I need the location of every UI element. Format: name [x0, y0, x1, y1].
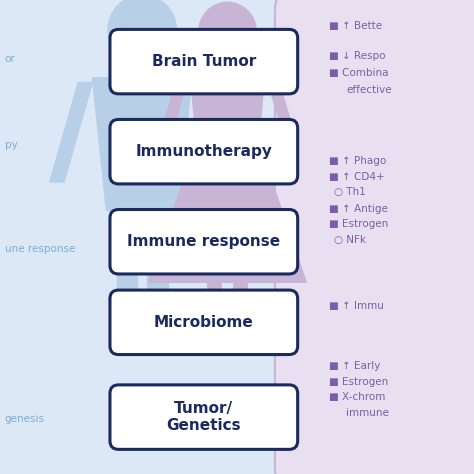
Text: ■ ↑ Immu: ■ ↑ Immu — [329, 301, 384, 311]
Text: ■ Combina: ■ Combina — [329, 68, 389, 79]
Bar — [219, 60, 236, 71]
Text: une response: une response — [5, 244, 75, 254]
Text: ■ Estrogen: ■ Estrogen — [329, 219, 389, 229]
FancyBboxPatch shape — [110, 210, 298, 274]
Text: ○ NFk: ○ NFk — [334, 235, 366, 245]
Text: or: or — [5, 54, 16, 64]
Polygon shape — [149, 150, 306, 283]
Text: ■ ↑ Bette: ■ ↑ Bette — [329, 21, 383, 31]
FancyBboxPatch shape — [110, 385, 298, 449]
Text: ■ ↑ Antige: ■ ↑ Antige — [329, 203, 388, 214]
Text: ■ ↑ Early: ■ ↑ Early — [329, 361, 381, 371]
Text: Immune response: Immune response — [127, 234, 281, 249]
FancyBboxPatch shape — [110, 119, 298, 184]
Text: Tumor/
Genetics: Tumor/ Genetics — [166, 401, 241, 433]
Polygon shape — [117, 210, 137, 343]
FancyBboxPatch shape — [275, 0, 474, 474]
Text: Brain Tumor: Brain Tumor — [152, 54, 256, 69]
FancyBboxPatch shape — [0, 0, 337, 474]
Text: Microbiome: Microbiome — [154, 315, 254, 330]
Text: ○ Th1: ○ Th1 — [334, 187, 366, 198]
Polygon shape — [208, 283, 224, 339]
FancyBboxPatch shape — [110, 290, 298, 355]
Text: ■ Estrogen: ■ Estrogen — [329, 376, 389, 387]
Text: Immunotherapy: Immunotherapy — [136, 144, 272, 159]
Text: ■ X-chrom: ■ X-chrom — [329, 392, 386, 402]
Text: effective: effective — [346, 85, 392, 95]
Text: ■ ↑ CD4+: ■ ↑ CD4+ — [329, 172, 385, 182]
Polygon shape — [231, 283, 247, 339]
Polygon shape — [92, 78, 192, 210]
Text: genesis: genesis — [5, 414, 45, 425]
Text: py: py — [5, 139, 18, 150]
Polygon shape — [50, 82, 92, 182]
Text: ■ ↓ Respo: ■ ↓ Respo — [329, 51, 386, 61]
Polygon shape — [192, 82, 235, 182]
FancyBboxPatch shape — [110, 29, 298, 94]
Polygon shape — [157, 73, 190, 146]
Text: immune: immune — [346, 408, 389, 418]
Polygon shape — [147, 210, 168, 343]
Text: ■ ↑ Phago: ■ ↑ Phago — [329, 156, 387, 166]
Polygon shape — [265, 73, 298, 146]
Polygon shape — [190, 71, 265, 155]
Bar — [132, 64, 153, 78]
Circle shape — [108, 0, 176, 64]
Circle shape — [199, 2, 256, 60]
